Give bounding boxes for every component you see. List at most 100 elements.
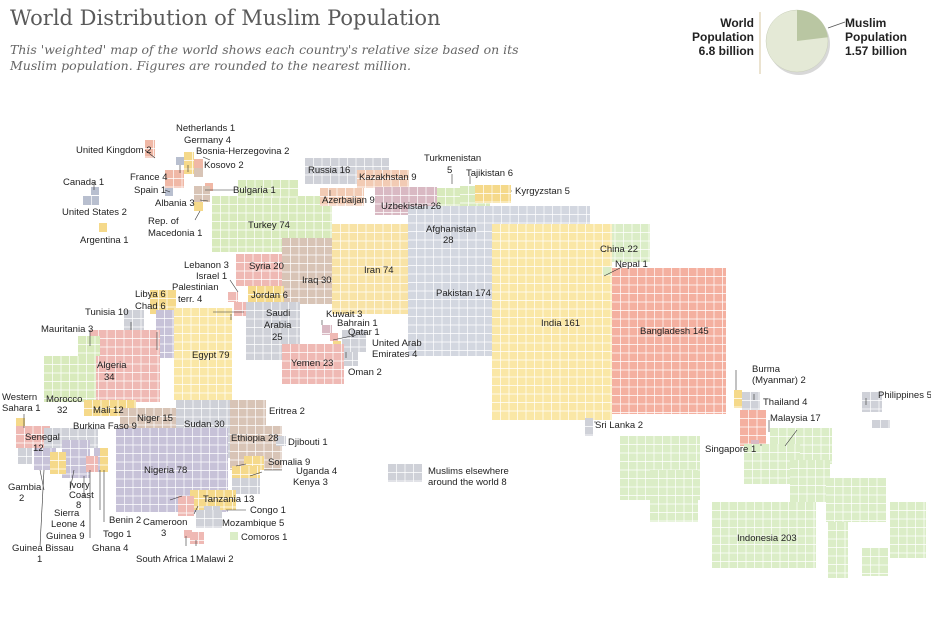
morocco-block [44,356,96,402]
legend-label-line1: Muslims elsewhere [428,466,509,477]
country-label-afghanistan-2: 28 [443,235,454,246]
ivory-block [62,440,90,478]
muslim-population-line2: Population [845,30,907,44]
country-label-gambia-1: Gambia [8,482,42,493]
country-label-sudan: Sudan 30 [184,419,225,430]
country-label-jordan: Jordan 6 [251,290,288,301]
country-label-yemen: Yemen 23 [291,358,333,369]
indonesia-block-7 [828,522,848,578]
netherlands-block [176,157,184,165]
india-block [492,224,612,420]
country-label-guinea-bissau-2: 1 [37,554,42,565]
country-label-saudi-1: Saudi [266,308,290,319]
indonesia-block-5 [790,460,830,502]
palestinian-block [234,302,248,316]
world-population-line1: World [720,16,754,30]
country-label-uganda: Uganda 4 [296,466,337,477]
country-label-malawi: Malawi 2 [196,554,234,565]
iran-block [332,224,414,314]
country-label-syria: Syria 20 [249,261,284,272]
country-label-oman: Oman 2 [348,367,382,378]
algeria-block [90,330,160,402]
country-label-indonesia: Indonesia 203 [737,533,797,544]
country-label-kazakhstan: Kazakhstan 9 [359,172,417,183]
country-label-russia: Russia 16 [308,165,350,176]
country-label-sri-lanka: Sri Lanka 2 [595,420,643,431]
country-label-uzbekistan: Uzbekistan 26 [381,201,441,212]
leader-line [164,189,171,193]
country-blocks [16,140,926,578]
page-title: World Distribution of Muslim Population [10,6,441,30]
country-label-bulgaria: Bulgaria 1 [233,185,276,196]
country-label-congo: Congo 1 [250,505,286,516]
population-pie [759,9,846,75]
country-label-cameroon-1: Cameroon [143,517,187,528]
muslim-population-line1: Muslim [845,16,887,30]
world-population-line2: Population [692,30,754,44]
leader-line [784,429,798,447]
leader-line [169,495,183,501]
western-sahara-block [16,418,25,427]
kazakhstan-block [357,170,409,188]
indonesia-block-3 [712,502,816,568]
uae-block [342,330,366,352]
united-states-block [83,196,99,205]
world-population-label: World Population 6.8 billion [668,16,754,58]
country-label-united-states: United States 2 [62,207,127,218]
niger-block [120,408,176,428]
country-label-canada: Canada 1 [63,177,104,188]
leader-line [194,210,201,221]
indonesia-block-9 [890,502,926,558]
leader-line [69,469,75,491]
country-label-iraq: Iraq 30 [302,275,332,286]
kenya-block [232,478,260,494]
legend-label-line2: around the world 8 [428,477,507,488]
eritrea-block [230,400,266,428]
country-label-uae-1: United Arab [372,338,422,349]
country-label-comoros: Comoros 1 [241,532,287,543]
country-label-malaysia: Malaysia 17 [770,413,821,424]
country-label-philippines: Philippines 5 [878,390,931,401]
country-label-azerbaijan: Azerbaijan 9 [322,195,375,206]
country-label-togo: Togo 1 [103,529,132,540]
togo-block [100,448,108,472]
country-label-turkmenistan-2: 5 [447,165,452,176]
bosnia-block [194,159,203,168]
macedonia-block [194,202,203,211]
country-label-india: India 161 [541,318,580,329]
country-label-iran: Iran 74 [364,265,394,276]
country-label-israel: Israel 1 [196,271,227,282]
albania-block [194,186,210,202]
country-label-palestinian-1: Palestinian [172,282,218,293]
philippines-block-2 [872,420,890,428]
muslim-population-value: 1.57 billion [845,44,908,58]
country-label-chad: Chad 6 [135,301,166,312]
country-label-western-sahara-2: Sahara 1 [2,403,41,414]
tanzania-block [190,490,236,510]
leader-line [193,505,199,515]
country-label-qatar: Qatar 1 [348,327,380,338]
country-label-mali: Mali 12 [93,405,124,416]
mauritania-block [78,336,100,356]
country-label-nigeria: Nigeria 78 [144,465,187,476]
country-label-eritrea: Eritrea 2 [269,406,305,417]
leader-lines [23,149,867,547]
country-label-spain: Spain 1 [134,185,166,196]
country-label-kenya: Kenya 3 [293,477,328,488]
country-label-guinea-bissau-1: Guinea Bissau [12,543,74,554]
country-label-egypt: Egypt 79 [192,350,230,361]
country-label-macedonia-2: Macedonia 1 [148,228,202,239]
leader-line [603,265,625,277]
country-label-palestinian-2: terr. 4 [178,294,202,305]
nepal-block [603,267,611,275]
world-population-value: 6.8 billion [698,44,754,58]
country-label-singapore: Singapore 1 [705,444,756,455]
country-label-burma-2: (Myanmar) 2 [752,375,806,386]
country-label-burma-1: Burma [752,364,781,375]
sri-lanka-block [585,418,593,436]
country-label-saudi-3: 25 [272,332,283,343]
country-label-western-sahara-1: Western [2,392,37,403]
gambia-block [18,448,32,464]
country-label-bosnia: Bosnia-Herzegovina 2 [196,146,289,157]
